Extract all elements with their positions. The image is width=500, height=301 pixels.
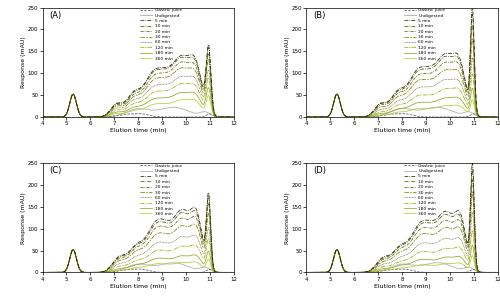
Text: (B): (B) xyxy=(313,11,326,20)
Text: (A): (A) xyxy=(49,11,62,20)
Y-axis label: Response (mAU): Response (mAU) xyxy=(21,192,26,244)
X-axis label: Elution time (min): Elution time (min) xyxy=(374,284,430,289)
Y-axis label: Response (mAU): Response (mAU) xyxy=(21,36,26,88)
Text: (D): (D) xyxy=(313,166,326,175)
Legend: Gastric juice, Undigested, 5 min, 10 min, 20 min, 30 min, 60 min, 120 min, 180 m: Gastric juice, Undigested, 5 min, 10 min… xyxy=(402,162,448,218)
X-axis label: Elution time (min): Elution time (min) xyxy=(110,128,166,133)
X-axis label: Elution time (min): Elution time (min) xyxy=(110,284,166,289)
X-axis label: Elution time (min): Elution time (min) xyxy=(374,128,430,133)
Text: (C): (C) xyxy=(49,166,62,175)
Y-axis label: Response (mAU): Response (mAU) xyxy=(284,36,290,88)
Legend: Gastric juice, Undigested, 5 min, 10 min, 20 min, 30 min, 60 min, 120 min, 180 m: Gastric juice, Undigested, 5 min, 10 min… xyxy=(402,6,448,62)
Legend: Gastric juice, Undigested, 5 min, 10 min, 20 min, 30 min, 60 min, 120 min, 180 m: Gastric juice, Undigested, 5 min, 10 min… xyxy=(138,6,184,62)
Y-axis label: Response (mAU): Response (mAU) xyxy=(284,192,290,244)
Legend: Gastric juice, Undigested, 5 min, 10 min, 20 min, 30 min, 60 min, 120 min, 180 m: Gastric juice, Undigested, 5 min, 10 min… xyxy=(138,162,184,218)
